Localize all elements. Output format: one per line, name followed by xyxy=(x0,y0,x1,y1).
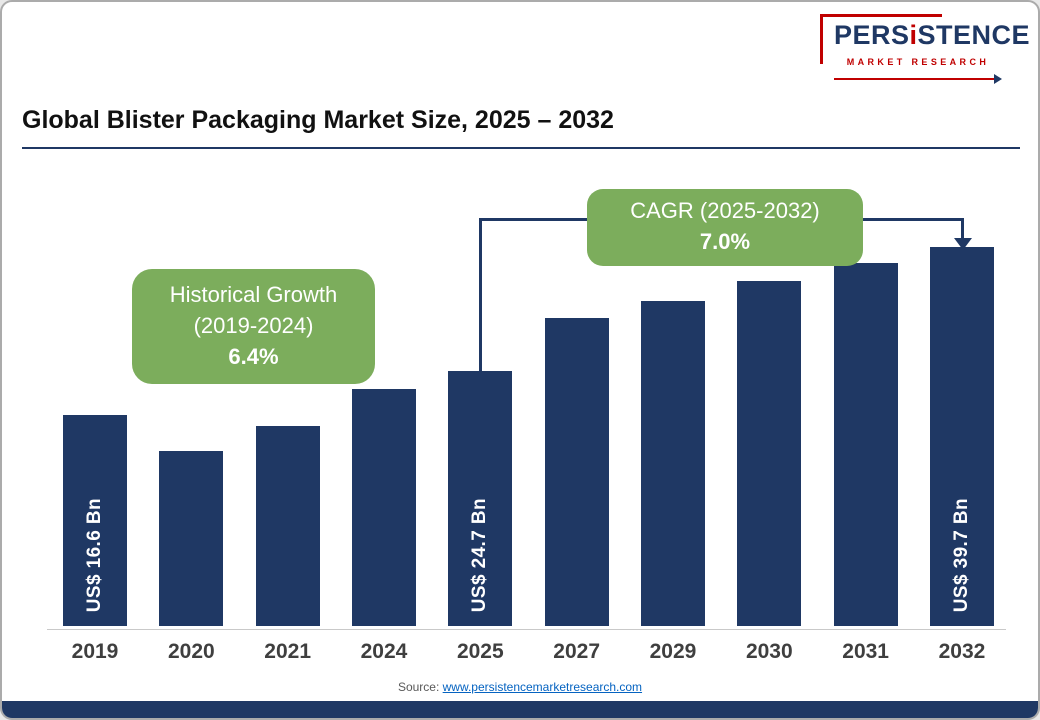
historical-growth-line1: Historical Growth xyxy=(169,282,338,307)
cagr-callout: CAGR (2025-2032) 7.0% xyxy=(587,189,863,266)
x-axis-label-2025: 2025 xyxy=(456,640,504,663)
persistence-market-research-logo: PERSiSTENCE MARKET RESEARCH xyxy=(820,14,1030,90)
logo-arrow-icon xyxy=(994,74,1002,85)
x-axis-label-2029: 2029 xyxy=(649,640,697,663)
cagr-arrowhead-icon xyxy=(954,238,972,250)
cagr-bracket-left-horizontal xyxy=(479,218,589,221)
bar-2019: US$ 16.6 Bn xyxy=(63,415,127,626)
x-axis-label-2027: 2027 xyxy=(553,640,600,663)
bar-2025: US$ 24.7 Bn xyxy=(448,371,513,626)
logo-underline xyxy=(834,74,1002,85)
x-axis-label-2032: 2032 xyxy=(938,640,986,663)
bar-2021 xyxy=(255,426,320,626)
historical-growth-line2: (2019-2024) xyxy=(193,312,314,338)
historical-growth-value: 6.4% xyxy=(228,343,279,369)
bar-2029 xyxy=(640,301,705,626)
logo-wordmark-red-i: i xyxy=(909,20,918,50)
x-axis-label-2020: 2020 xyxy=(167,640,215,663)
bar-2030 xyxy=(737,281,802,626)
x-axis-label-2024: 2024 xyxy=(360,640,408,663)
bar-2020 xyxy=(159,451,224,626)
bar-value-label-2019: US$ 16.6 Bn xyxy=(84,497,105,612)
title-underline xyxy=(22,147,1020,149)
x-axis-label-2019: 2019 xyxy=(71,640,119,663)
logo-wordmark-part1: PERS xyxy=(834,20,910,50)
logo-red-frame xyxy=(820,14,942,65)
cagr-bracket-right-vertical xyxy=(961,218,964,240)
page-title: Global Blister Packaging Market Size, 20… xyxy=(22,106,614,134)
bar-value-label-2032: US$ 39.7 Bn xyxy=(950,497,972,612)
x-axis-label-2031: 2031 xyxy=(842,640,889,663)
logo-subtitle-row: MARKET RESEARCH xyxy=(834,52,1002,70)
bar-2027 xyxy=(544,318,609,626)
cagr-callout-value: 7.0% xyxy=(699,228,751,254)
bar-2031 xyxy=(833,263,898,626)
x-axis-line xyxy=(47,629,1006,630)
x-axis-label-2021: 2021 xyxy=(264,640,312,663)
bottom-navy-strip xyxy=(2,701,1038,718)
logo-wordmark: PERSiSTENCE xyxy=(834,20,1030,50)
bar-2032: US$ 39.7 Bn xyxy=(929,247,994,626)
x-axis-label-2030: 2030 xyxy=(745,640,793,663)
source-label: Source: xyxy=(397,680,440,694)
cagr-callout-line1: CAGR (2025-2032) xyxy=(630,198,820,223)
bar-value-label-2025: US$ 24.7 Bn xyxy=(469,497,491,612)
historical-growth-callout: Historical Growth (2019-2024) 6.4% xyxy=(132,269,375,385)
logo-wordmark-part3: STENCE xyxy=(917,20,1031,50)
logo-underline-rule xyxy=(834,78,994,81)
cagr-bracket-left-vertical xyxy=(479,218,482,375)
source-line: Source: www.persistencemarketresearch.co… xyxy=(2,680,1038,694)
source-link[interactable]: www.persistencemarketresearch.com xyxy=(442,680,643,694)
logo-subtitle: MARKET RESEARCH xyxy=(846,57,990,68)
cagr-bracket-right-horizontal xyxy=(860,218,963,221)
bar-2024 xyxy=(351,389,416,626)
